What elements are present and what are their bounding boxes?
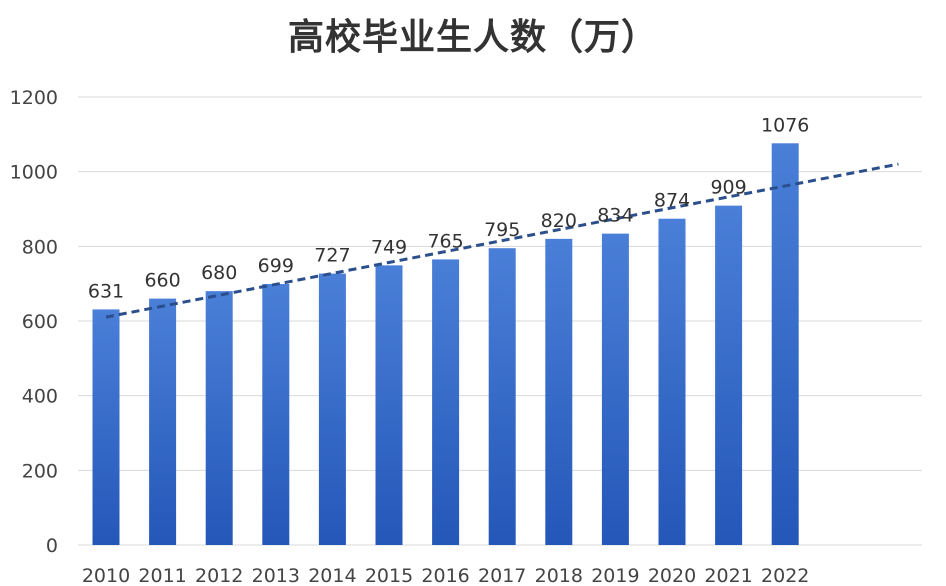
bar <box>149 298 177 545</box>
bar <box>601 233 629 545</box>
bar <box>262 284 290 545</box>
x-tick-label: 2012 <box>195 565 243 586</box>
chart-title: 高校毕业生人数（万） <box>287 17 658 58</box>
bar <box>205 291 233 545</box>
x-tick-label: 2014 <box>308 565 356 586</box>
data-label: 660 <box>144 270 180 292</box>
x-tick-label: 2011 <box>138 565 186 586</box>
bar <box>545 238 573 545</box>
bar <box>92 309 120 545</box>
y-tick-label: 0 <box>46 535 58 557</box>
bar <box>488 248 516 545</box>
data-label: 820 <box>541 210 577 232</box>
y-tick-label: 800 <box>22 236 58 258</box>
x-tick-label: 2022 <box>761 565 809 586</box>
x-tick-label: 2021 <box>704 565 752 586</box>
data-label: 631 <box>88 280 124 302</box>
bar <box>771 143 799 545</box>
data-label: 1076 <box>761 114 809 136</box>
y-tick-label: 200 <box>22 460 58 482</box>
data-label: 874 <box>654 190 690 212</box>
x-tick-label: 2017 <box>478 565 526 586</box>
x-tick-label: 2015 <box>365 565 413 586</box>
x-tick-label: 2018 <box>535 565 583 586</box>
bar <box>715 205 743 545</box>
y-tick-label: 600 <box>22 311 58 333</box>
data-label: 749 <box>371 236 407 258</box>
x-tick-label: 2019 <box>591 565 639 586</box>
data-labels: 631 660 680 699 727 749 765 795 820 834 874 909 1076 <box>88 114 810 302</box>
data-label: 909 <box>710 177 746 199</box>
x-tick-label: 2010 <box>82 565 130 586</box>
data-label: 795 <box>484 219 520 241</box>
bar <box>318 273 346 545</box>
data-label: 680 <box>201 262 237 284</box>
trendline <box>105 162 899 319</box>
data-label: 834 <box>597 205 633 227</box>
data-label: 699 <box>258 255 294 277</box>
bar <box>432 259 460 545</box>
trendline-path <box>105 162 899 319</box>
x-tick-label: 2016 <box>421 565 469 586</box>
y-tick-label: 400 <box>22 386 58 408</box>
data-label: 765 <box>427 230 463 252</box>
data-label: 727 <box>314 245 350 267</box>
bar <box>658 218 686 545</box>
y-axis-ticks: 0 200 400 600 800 1000 1200 <box>10 87 58 557</box>
x-axis-ticks: 2010 2011 2012 2013 2014 2015 2016 2017 2018 2019… <box>82 565 810 586</box>
x-tick-label: 2020 <box>648 565 696 586</box>
y-tick-label: 1200 <box>10 87 58 109</box>
bar <box>375 265 403 545</box>
bars <box>92 143 799 545</box>
x-tick-label: 2013 <box>252 565 300 586</box>
y-tick-label: 1000 <box>10 162 58 184</box>
